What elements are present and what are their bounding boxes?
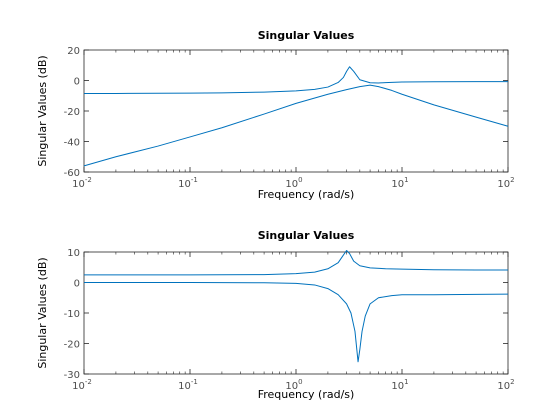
bottom-chart-lines bbox=[84, 249, 509, 363]
top-y-tick-label: 0 bbox=[74, 77, 80, 88]
bottom-series-line-1 bbox=[84, 249, 508, 276]
bottom-y-tick-label: 0 bbox=[74, 279, 80, 290]
top-series-line-2 bbox=[83, 84, 509, 167]
top-x-tick-label: 10-2 bbox=[72, 176, 92, 190]
bottom-chart-ylabel: Singular Values (dB) bbox=[36, 257, 49, 368]
bottom-chart-title: Singular Values bbox=[258, 229, 355, 242]
top-x-tick-label: 102 bbox=[497, 176, 514, 190]
top-chart-title: Singular Values bbox=[258, 29, 355, 42]
bottom-x-tick-label: 10-1 bbox=[178, 378, 198, 392]
bottom-y-tick-label: -10 bbox=[64, 309, 80, 320]
bottom-chart-xlabel: Frequency (rad/s) bbox=[258, 388, 355, 401]
top-chart-panel: Singular Values 10-2 10-1 100 101 102 -60 -40 -… bbox=[36, 29, 515, 201]
top-chart-axes-box bbox=[83, 49, 509, 173]
top-y-tick-label: 20 bbox=[67, 46, 80, 57]
bottom-x-tick-label: 100 bbox=[285, 378, 302, 392]
top-y-tick-label: -40 bbox=[64, 138, 80, 149]
bottom-x-tick-label: 10-2 bbox=[72, 378, 92, 392]
top-y-tick-label: -60 bbox=[64, 168, 80, 179]
top-chart-lines bbox=[83, 66, 509, 167]
top-series-line-1 bbox=[84, 66, 508, 94]
top-chart-xlabel: Frequency (rad/s) bbox=[258, 188, 355, 201]
bottom-chart-panel: Singular Values 10-2 10-1 100 101 102-30-20-… bbox=[36, 229, 515, 401]
top-chart-ticks: 10-2 10-1 100 101 102 -60 -40 -20 0 20 bbox=[64, 46, 515, 190]
bottom-y-tick-label: 10 bbox=[67, 248, 80, 259]
top-y-tick-label: -20 bbox=[64, 107, 80, 118]
top-x-tick-label: 100 bbox=[285, 176, 302, 190]
bottom-chart-ticks: 10-2 10-1 100 101 102 -30 -20 -10 0 10 bbox=[64, 248, 515, 392]
bottom-x-tick-label: 102 bbox=[497, 378, 514, 392]
bottom-series-line-2 bbox=[84, 282, 509, 363]
bottom-y-tick-label: -30 bbox=[64, 370, 80, 381]
top-chart-ylabel: Singular Values (dB) bbox=[36, 55, 49, 166]
top-x-tick-label: 10-1 bbox=[178, 176, 198, 190]
bottom-y-tick-label: -20 bbox=[64, 340, 80, 351]
top-x-tick-label: 101 bbox=[391, 176, 408, 190]
bottom-x-tick-label: 101 bbox=[391, 378, 408, 392]
bottom-chart-axes-box bbox=[83, 251, 509, 375]
